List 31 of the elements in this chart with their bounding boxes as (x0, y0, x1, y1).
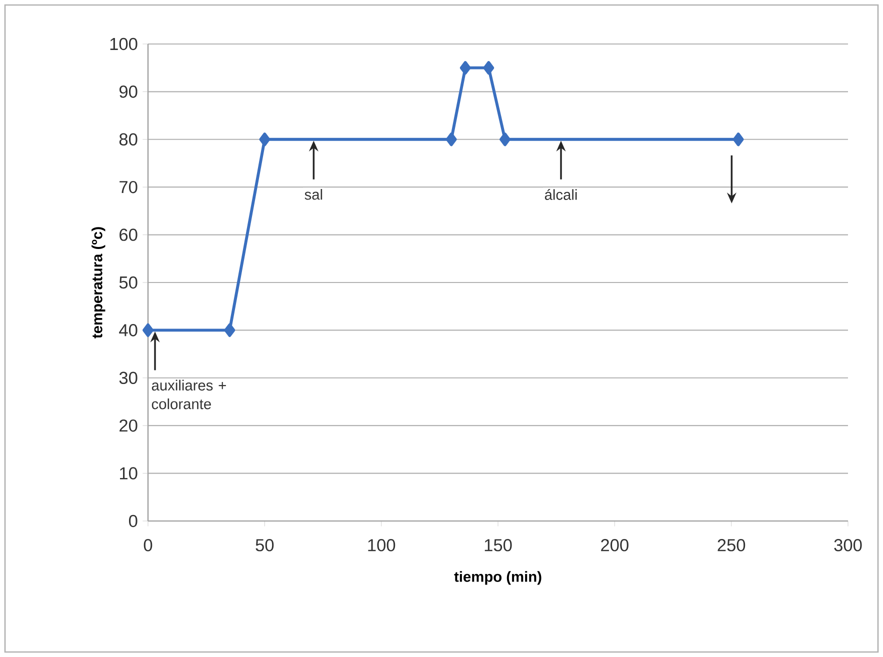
y-tick-label: 20 (120, 419, 138, 432)
point (142, 323, 154, 337)
x-axis-title: tiempo (min) (454, 571, 542, 585)
point (460, 61, 471, 75)
x-tick-label: 150 (484, 539, 512, 552)
annotation: sal (304, 188, 322, 200)
y-tick-label: 50 (119, 276, 138, 289)
x-tick-label: 50 (256, 539, 274, 552)
x-tick-label: 300 (834, 539, 862, 552)
annotation: álcali (544, 189, 577, 200)
x-tick-label: 0 (144, 539, 152, 552)
y-tick-label: 70 (120, 180, 138, 194)
point (500, 132, 510, 146)
x-tick-label: 250 (718, 539, 746, 552)
x-tick-label: 200 (601, 539, 628, 552)
x-tick-label: 100 (368, 539, 396, 552)
y-tick-label: 0 (128, 514, 138, 528)
y-axis-title: temperatura (ºc) (92, 227, 106, 338)
y-tick-label: 30 (119, 372, 138, 384)
y-tick-label: 90 (120, 86, 138, 98)
point (224, 323, 236, 337)
point (446, 132, 457, 146)
point (732, 132, 744, 146)
y-tick-label: 80 (119, 133, 138, 146)
annotation: auxiliares + colorante (152, 380, 226, 410)
point (483, 61, 494, 75)
point (259, 132, 270, 146)
y-tick-label: 100 (110, 38, 138, 50)
y-tick-label: 60 (120, 228, 138, 241)
y-tick-label: 40 (119, 324, 138, 336)
y-tick-label: 10 (120, 467, 138, 480)
